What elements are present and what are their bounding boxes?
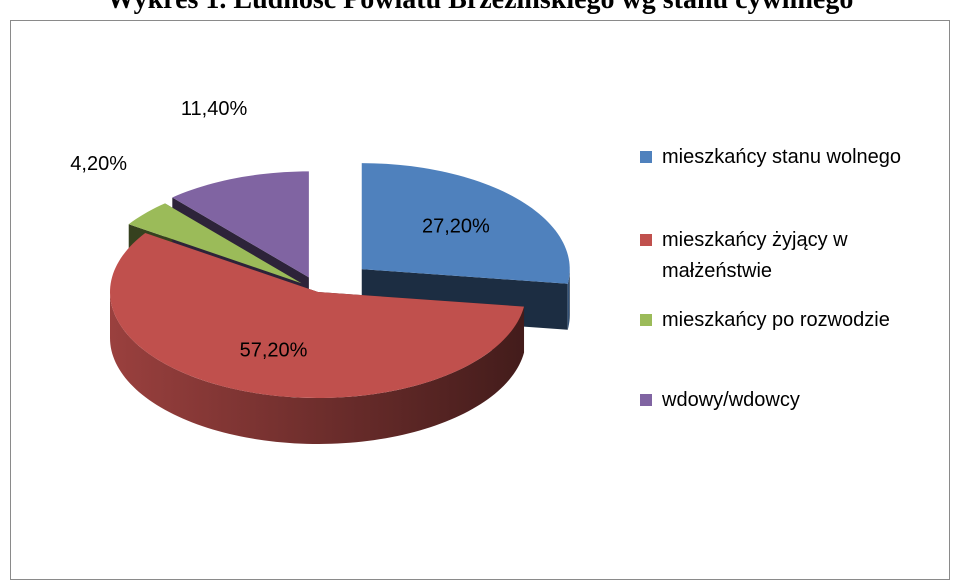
legend-label: mieszkańcy po rozwodzie (662, 309, 890, 331)
data-label: 11,40% (181, 98, 248, 120)
slice-side (567, 269, 570, 330)
chart-title: Wykres 1. Ludność Powiatu Brzezińskiego … (0, 0, 960, 16)
legend-item: mieszkańcy stanu wolnego (640, 142, 952, 173)
data-label: 27,20% (422, 216, 490, 238)
legend-swatch (640, 394, 652, 406)
legend-label: wdowy/wdowcy (662, 389, 800, 411)
data-label: 4,20% (70, 153, 127, 175)
slice-side (110, 292, 525, 444)
legend-item: mieszkańcy żyjący w małżeństwie (640, 225, 952, 287)
legend-item: wdowy/wdowcy (640, 385, 952, 416)
legend-label: mieszkańcy żyjący w małżeństwie (662, 229, 848, 282)
legend-swatch (640, 151, 652, 163)
legend-label: mieszkańcy stanu wolnego (662, 146, 902, 168)
slice (361, 163, 570, 284)
slice (128, 203, 302, 284)
slice (172, 171, 309, 278)
slice (110, 232, 525, 398)
legend-swatch (640, 234, 652, 246)
legend-swatch (640, 314, 652, 326)
legend-item: mieszkańcy po rozwodzie (640, 305, 952, 336)
data-label: 57,20% (240, 340, 308, 362)
